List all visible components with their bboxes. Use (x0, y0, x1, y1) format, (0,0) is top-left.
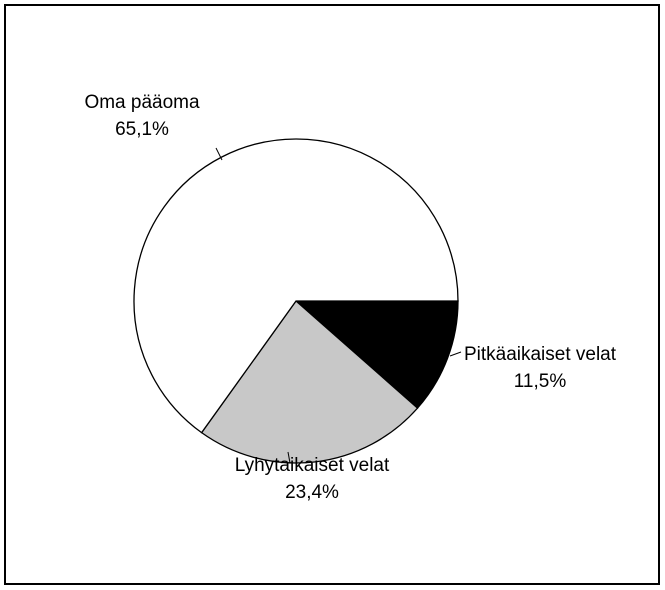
slice-value: 11,5% (514, 371, 567, 392)
slice-label: Pitkäaikaiset velat (464, 344, 617, 365)
pie-slice (200, 300, 419, 464)
slice-label: Lyhytaikaiset velat (235, 455, 390, 476)
slice-value: 23,4% (285, 482, 339, 503)
pie-slice (294, 300, 459, 410)
pie-slice (133, 138, 459, 434)
slice-label: Oma pääoma (84, 92, 200, 113)
slice-value: 65,1% (115, 119, 169, 140)
leader-line (287, 451, 291, 464)
leader-line (215, 147, 223, 161)
leader-line (449, 351, 462, 357)
